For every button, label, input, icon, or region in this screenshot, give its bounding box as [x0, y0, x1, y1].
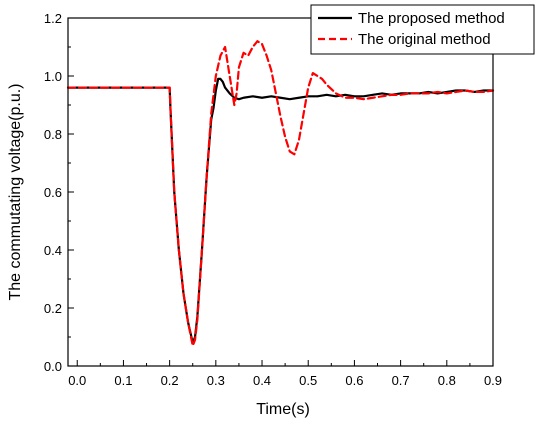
y-tick-label: 0.2: [44, 301, 62, 316]
y-tick-label: 1.0: [44, 69, 62, 84]
x-tick-label: 0.2: [161, 373, 179, 388]
series-line-original: [66, 40, 495, 347]
y-tick-label: 0.8: [44, 127, 62, 142]
y-axis-label: The commutating voltage(p.u.): [7, 84, 24, 301]
legend-box: [310, 4, 535, 55]
x-tick-label: 0.0: [68, 373, 86, 388]
x-tick-label: 0.9: [484, 373, 502, 388]
x-tick-label: 0.3: [207, 373, 225, 388]
x-tick-label: 0.5: [299, 373, 317, 388]
y-axis-ticks: 0.0 0.2 0.4 0.6 0.8 1.0 1.2: [44, 11, 74, 374]
x-tick-label: 0.8: [438, 373, 456, 388]
x-tick-label: 0.4: [253, 373, 271, 388]
y-tick-label: 0.0: [44, 359, 62, 374]
x-tick-label: 0.6: [345, 373, 363, 388]
x-axis-ticks: 0.0 0.1 0.2 0.3 0.4 0.5 0.6 0.7 0.8 0.9: [68, 360, 502, 388]
legend-label-proposed: The proposed method: [358, 10, 505, 27]
series-group: [66, 40, 495, 347]
plot-frame: [67, 17, 494, 367]
x-axis-label: Time(s): [256, 401, 310, 418]
y-tick-label: 1.2: [44, 11, 62, 26]
x-tick-label: 0.7: [392, 373, 410, 388]
x-tick-label: 0.1: [114, 373, 132, 388]
legend-label-original: The original method: [358, 31, 491, 48]
y-tick-label: 0.6: [44, 185, 62, 200]
plot-area: 0.0 0.1 0.2 0.3 0.4 0.5 0.6 0.7 0.8 0.9 0.0 0.2 0.4…: [44, 11, 502, 388]
legend: The proposed method The original method: [310, 4, 535, 55]
y-tick-label: 0.4: [44, 243, 62, 258]
